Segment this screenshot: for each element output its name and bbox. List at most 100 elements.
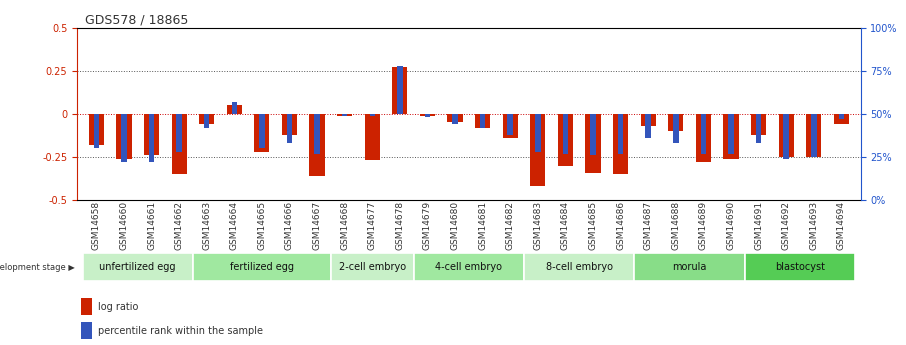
FancyBboxPatch shape [193,253,331,282]
Bar [177,114,182,152]
Bar [310,114,324,176]
Bar [585,114,601,172]
Text: GSM14683: GSM14683 [534,201,543,250]
Text: 2-cell embryo: 2-cell embryo [339,263,406,272]
Bar [591,114,596,155]
Text: GSM14678: GSM14678 [395,201,404,250]
Bar [255,114,269,152]
Bar [365,114,380,160]
Bar [149,114,154,162]
Text: GSM14688: GSM14688 [671,201,680,250]
Bar [370,114,375,116]
Bar [641,114,656,126]
Bar [226,105,242,114]
Bar [425,114,430,117]
Text: GSM14662: GSM14662 [175,201,184,250]
FancyBboxPatch shape [745,253,855,282]
Bar [282,114,297,135]
Bar [452,114,458,124]
Bar [669,114,683,131]
Bar [199,114,215,124]
Bar [204,114,209,128]
Bar [121,114,127,162]
Text: GSM14684: GSM14684 [561,201,570,250]
Text: GSM14694: GSM14694 [837,201,846,250]
Bar [756,114,761,143]
Bar [337,114,352,116]
Bar [673,114,679,143]
Bar [784,114,789,159]
Bar [81,298,92,315]
Bar [530,114,545,186]
Text: GSM14666: GSM14666 [285,201,294,250]
Bar [563,114,568,154]
Bar [834,114,849,124]
Bar [507,114,513,135]
Bar [723,114,738,159]
Text: blastocyst: blastocyst [775,263,825,272]
Text: 4-cell embryo: 4-cell embryo [436,263,502,272]
Bar [480,114,486,128]
Bar [116,114,131,159]
Bar [700,114,706,154]
Text: percentile rank within the sample: percentile rank within the sample [98,326,264,336]
Text: GSM14693: GSM14693 [809,201,818,250]
Bar [778,114,794,157]
Bar [728,114,734,154]
Bar [259,114,265,148]
Text: GSM14690: GSM14690 [727,201,736,250]
Bar [89,114,104,145]
Text: 8-cell embryo: 8-cell embryo [545,263,612,272]
Text: GSM14660: GSM14660 [120,201,129,250]
Bar [314,114,320,154]
Text: GSM14665: GSM14665 [257,201,266,250]
Bar [342,114,347,116]
Bar [419,114,435,116]
Text: development stage ▶: development stage ▶ [0,263,74,272]
Bar [171,114,187,174]
Bar [503,114,518,138]
Bar [81,322,92,339]
Bar [618,114,623,154]
Text: GSM14680: GSM14680 [450,201,459,250]
Bar [839,114,844,119]
Text: GSM14663: GSM14663 [202,201,211,250]
Text: GSM14658: GSM14658 [92,201,101,250]
Bar [286,114,293,143]
Text: morula: morula [672,263,707,272]
FancyBboxPatch shape [634,253,745,282]
Text: GSM14689: GSM14689 [699,201,708,250]
Text: GSM14692: GSM14692 [782,201,791,250]
Bar [811,114,816,157]
Bar [806,114,822,157]
Bar [475,114,490,128]
Text: GSM14681: GSM14681 [478,201,487,250]
Text: GDS578 / 18865: GDS578 / 18865 [85,13,188,27]
Bar [696,114,711,162]
Text: fertilized egg: fertilized egg [230,263,294,272]
Text: GSM14661: GSM14661 [147,201,156,250]
Bar [144,114,159,155]
Text: GSM14686: GSM14686 [616,201,625,250]
Text: GSM14677: GSM14677 [368,201,377,250]
Bar [93,114,99,148]
Bar [232,102,237,114]
Bar [397,66,402,114]
Text: unfertilized egg: unfertilized egg [100,263,176,272]
Bar [448,114,463,122]
FancyBboxPatch shape [331,253,414,282]
Bar [535,114,541,152]
Bar [558,114,573,166]
Text: GSM14685: GSM14685 [589,201,598,250]
Text: GSM14687: GSM14687 [644,201,652,250]
Text: GSM14682: GSM14682 [506,201,515,250]
Text: log ratio: log ratio [98,302,139,312]
Text: GSM14679: GSM14679 [423,201,432,250]
Bar [645,114,651,138]
FancyBboxPatch shape [524,253,634,282]
FancyBboxPatch shape [82,253,193,282]
Bar [751,114,766,135]
Text: GSM14667: GSM14667 [313,201,322,250]
Text: GSM14691: GSM14691 [754,201,763,250]
Text: GSM14664: GSM14664 [230,201,239,250]
